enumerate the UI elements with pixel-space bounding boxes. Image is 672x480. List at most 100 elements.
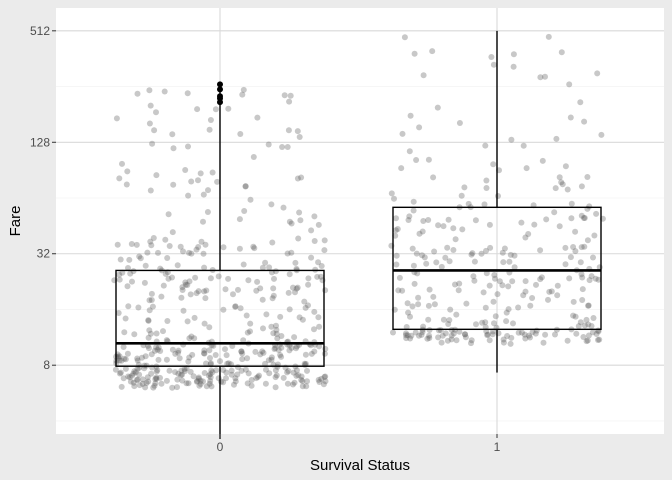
data-point: [179, 377, 186, 384]
data-point: [515, 329, 522, 336]
data-point: [272, 374, 279, 381]
data-point: [297, 217, 304, 224]
data-point: [294, 128, 301, 135]
data-point: [175, 347, 182, 354]
data-point: [189, 351, 196, 358]
data-point: [179, 284, 186, 291]
data-point: [281, 92, 288, 99]
y-tick-label: 128: [30, 135, 50, 149]
data-point: [253, 287, 260, 294]
data-point: [136, 371, 143, 378]
data-point: [239, 356, 246, 363]
data-point: [315, 376, 322, 383]
data-point: [537, 247, 544, 254]
data-point: [179, 371, 185, 378]
data-point: [265, 357, 272, 364]
data-point: [316, 343, 323, 350]
outlier-point: [217, 93, 223, 100]
data-point: [425, 316, 432, 323]
data-point: [479, 319, 486, 326]
data-point: [240, 261, 247, 268]
data-point: [272, 367, 279, 374]
data-point: [180, 307, 187, 314]
data-point: [133, 241, 140, 248]
data-point: [407, 313, 413, 320]
data-point: [584, 337, 591, 344]
data-point: [144, 249, 151, 256]
data-point: [129, 278, 135, 285]
data-point: [217, 358, 223, 365]
data-point: [232, 303, 239, 310]
data-point: [507, 340, 514, 347]
data-point: [483, 177, 490, 184]
data-point: [262, 360, 268, 367]
data-point: [134, 355, 141, 362]
data-point: [469, 250, 476, 257]
data-point: [419, 228, 426, 235]
data-point: [456, 328, 463, 335]
data-point: [577, 259, 584, 266]
data-point: [200, 191, 207, 198]
data-point: [250, 243, 257, 250]
data-point: [223, 375, 229, 382]
data-point: [186, 278, 193, 285]
data-point: [290, 381, 296, 388]
data-point: [164, 318, 171, 324]
data-point: [311, 326, 317, 333]
data-point: [577, 319, 584, 326]
outlier-point: [217, 81, 223, 88]
data-point: [580, 215, 587, 221]
data-point: [542, 73, 548, 80]
data-point: [145, 317, 152, 324]
data-point: [169, 229, 176, 236]
data-point: [116, 353, 123, 360]
data-point: [149, 303, 156, 310]
data-point: [215, 273, 222, 280]
data-point: [194, 106, 201, 113]
data-point: [201, 288, 208, 295]
data-point: [175, 370, 182, 377]
data-point: [321, 374, 328, 380]
data-point: [448, 332, 455, 339]
data-point: [142, 262, 149, 269]
data-point: [284, 250, 291, 257]
data-point: [445, 216, 452, 223]
data-point: [272, 268, 279, 275]
data-point: [190, 373, 197, 380]
data-point: [129, 372, 135, 379]
data-point: [594, 70, 601, 77]
data-point: [114, 241, 121, 248]
data-point: [420, 323, 427, 330]
data-point: [286, 98, 293, 105]
data-point: [403, 335, 410, 342]
data-point: [296, 314, 303, 321]
data-point: [406, 213, 413, 220]
data-point: [483, 185, 490, 191]
data-point: [160, 282, 167, 289]
data-point: [420, 218, 427, 224]
data-point: [185, 192, 192, 199]
data-point: [572, 228, 579, 235]
data-point: [415, 294, 422, 301]
data-point: [558, 49, 565, 56]
data-point: [568, 200, 575, 207]
data-point: [150, 235, 157, 241]
data-point: [396, 274, 403, 281]
data-point: [191, 335, 198, 342]
data-point: [316, 323, 323, 330]
data-point: [291, 379, 298, 386]
data-point: [153, 330, 160, 337]
data-point: [515, 304, 522, 311]
data-point: [439, 332, 446, 339]
data-point: [302, 360, 309, 367]
data-point: [184, 318, 191, 325]
data-point: [318, 375, 325, 382]
x-axis-title: Survival Status: [310, 457, 410, 474]
data-point: [480, 289, 487, 296]
data-point: [593, 331, 600, 337]
data-point: [447, 306, 454, 313]
data-point: [244, 380, 251, 387]
data-point: [303, 383, 310, 390]
data-point: [482, 324, 489, 331]
data-point: [191, 314, 198, 321]
